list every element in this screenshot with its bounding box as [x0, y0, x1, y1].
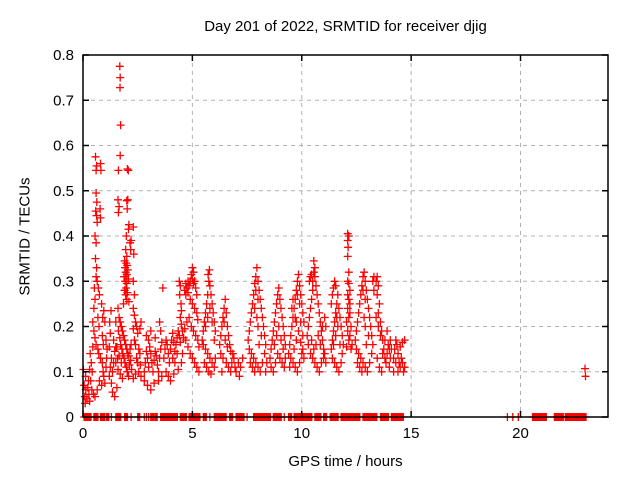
y-tick-label: 0.2: [53, 319, 74, 336]
x-tick-label: 0: [79, 425, 87, 442]
chart-title: Day 201 of 2022, SRMTID for receiver dji…: [204, 18, 487, 35]
y-tick-label: 0: [66, 409, 74, 426]
x-tick-label: 5: [188, 425, 196, 442]
y-tick-label: 0.7: [53, 92, 74, 109]
y-tick-label: 0.8: [53, 47, 74, 64]
y-tick-label: 0.5: [53, 183, 74, 200]
x-tick-label: 15: [403, 425, 420, 442]
y-tick-label: 0.1: [53, 364, 74, 381]
tick-labels: 0 0.1 0.2 0.3 0.4 0.5 0.6 0.7 0.8 0 5 10 15 20: [53, 47, 529, 442]
x-tick-label: 10: [293, 425, 310, 442]
x-tick-label: 20: [512, 425, 529, 442]
data-point-markers: [79, 62, 590, 421]
y-tick-label: 0.6: [53, 138, 74, 155]
y-tick-label: 0.3: [53, 273, 74, 290]
y-tick-label: 0.4: [53, 228, 74, 245]
x-axis-label: GPS time / hours: [288, 453, 403, 470]
axes-border: [82, 54, 609, 418]
